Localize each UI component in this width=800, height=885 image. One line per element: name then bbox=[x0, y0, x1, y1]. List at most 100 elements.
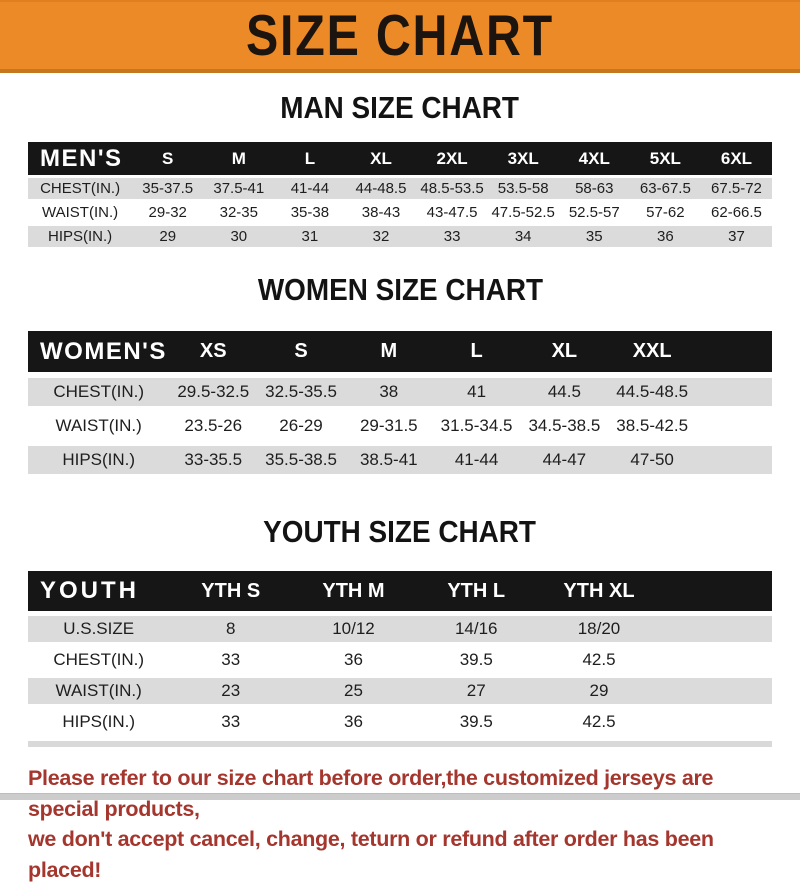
women-value-cell: 44-47 bbox=[520, 446, 609, 474]
men-value-cell: 62-66.5 bbox=[700, 202, 772, 223]
women-value-cell: 41 bbox=[432, 378, 521, 406]
women-row-label: HIPS(IN.) bbox=[28, 446, 170, 474]
men-corner-label: MEN'S bbox=[28, 142, 133, 175]
men-value-cell: 35 bbox=[558, 226, 630, 247]
men-value-cell: 33 bbox=[416, 226, 488, 247]
women-column-header: XL bbox=[520, 331, 609, 372]
men-value-cell: 52.5-57 bbox=[558, 202, 630, 223]
men-header-row: MEN'S S M L XL 2XL 3XL 4XL 5XL 6XL bbox=[28, 142, 772, 175]
men-size-table: MEN'S S M L XL 2XL 3XL 4XL 5XL 6XL CHEST(IN.) 35-37… bbox=[28, 139, 772, 250]
men-column-header: L bbox=[274, 142, 346, 175]
men-value-cell: 34 bbox=[487, 226, 559, 247]
women-value-cell: 29-31.5 bbox=[344, 412, 433, 440]
men-table-row: WAIST(IN.) 29-32 32-35 35-38 38-43 43-47.5 47.… bbox=[28, 202, 772, 223]
youth-header-row: YOUTH YTH S YTH M YTH L YTH XL bbox=[28, 571, 772, 611]
youth-value-cell: 42.5 bbox=[537, 709, 661, 735]
women-row-spacer bbox=[696, 412, 772, 440]
women-column-header: L bbox=[432, 331, 521, 372]
youth-value-cell: 27 bbox=[414, 678, 538, 704]
youth-column-header: YTH L bbox=[414, 571, 538, 611]
men-value-cell: 53.5-58 bbox=[487, 178, 559, 199]
men-value-cell: 32 bbox=[345, 226, 417, 247]
men-value-cell: 47.5-52.5 bbox=[487, 202, 559, 223]
banner: SIZE CHART bbox=[0, 0, 800, 73]
women-value-cell: 29.5-32.5 bbox=[169, 378, 258, 406]
women-size-table: WOMEN'S XS S M L XL XXL CHEST(IN.) 29.5-32.5 32.5… bbox=[28, 325, 772, 480]
youth-row-label: CHEST(IN.) bbox=[28, 647, 170, 673]
youth-value-cell: 33 bbox=[169, 647, 293, 673]
men-section-title: MAN SIZE CHART bbox=[0, 90, 800, 126]
bottom-divider bbox=[0, 793, 800, 800]
women-column-header: S bbox=[257, 331, 345, 372]
women-value-cell: 38.5-41 bbox=[344, 446, 433, 474]
youth-column-header: YTH M bbox=[292, 571, 415, 611]
men-section-title-text: MAN SIZE CHART bbox=[280, 90, 520, 125]
women-value-cell: 38.5-42.5 bbox=[608, 412, 697, 440]
women-corner-label: WOMEN'S bbox=[28, 331, 170, 372]
women-value-cell: 34.5-38.5 bbox=[520, 412, 609, 440]
youth-size-table: YOUTH YTH S YTH M YTH L YTH XL U.S.SIZE 8 10/12… bbox=[28, 566, 772, 740]
men-value-cell: 57-62 bbox=[629, 202, 701, 223]
women-table-row: HIPS(IN.) 33-35.5 35.5-38.5 38.5-41 41-44 44-… bbox=[28, 446, 772, 474]
men-value-cell: 32-35 bbox=[203, 202, 275, 223]
women-column-header: XXL bbox=[608, 331, 697, 372]
youth-value-cell: 14/16 bbox=[414, 616, 538, 642]
youth-row-label: WAIST(IN.) bbox=[28, 678, 170, 704]
men-table-row: CHEST(IN.) 35-37.5 37.5-41 41-44 44-48.5 48.5… bbox=[28, 178, 772, 199]
youth-section-title: YOUTH SIZE CHART bbox=[0, 514, 800, 550]
women-table-row: WAIST(IN.) 23.5-26 26-29 29-31.5 31.5-34.5 34… bbox=[28, 412, 772, 440]
men-value-cell: 43-47.5 bbox=[416, 202, 488, 223]
women-value-cell: 41-44 bbox=[432, 446, 521, 474]
women-value-cell: 35.5-38.5 bbox=[257, 446, 345, 474]
men-column-header: 4XL bbox=[558, 142, 630, 175]
youth-table-row: CHEST(IN.) 33 36 39.5 42.5 bbox=[28, 647, 772, 673]
youth-value-cell: 39.5 bbox=[414, 647, 538, 673]
youth-table-row: WAIST(IN.) 23 25 27 29 bbox=[28, 678, 772, 704]
youth-row-spacer bbox=[660, 647, 772, 673]
men-value-cell: 41-44 bbox=[274, 178, 346, 199]
women-header-spacer bbox=[696, 331, 772, 372]
women-value-cell: 26-29 bbox=[257, 412, 345, 440]
men-column-header: S bbox=[132, 142, 204, 175]
youth-table-row: U.S.SIZE 8 10/12 14/16 18/20 bbox=[28, 616, 772, 642]
men-row-label: WAIST(IN.) bbox=[28, 202, 133, 223]
footer-note: Please refer to our size chart before or… bbox=[28, 763, 772, 885]
men-column-header: 3XL bbox=[487, 142, 559, 175]
women-column-header: XS bbox=[169, 331, 258, 372]
youth-value-cell: 10/12 bbox=[292, 616, 415, 642]
men-value-cell: 29 bbox=[132, 226, 204, 247]
youth-table-row: HIPS(IN.) 33 36 39.5 42.5 bbox=[28, 709, 772, 735]
men-value-cell: 58-63 bbox=[558, 178, 630, 199]
youth-row-label: HIPS(IN.) bbox=[28, 709, 170, 735]
women-column-header: M bbox=[344, 331, 433, 372]
men-column-header: 6XL bbox=[700, 142, 772, 175]
men-value-cell: 67.5-72 bbox=[700, 178, 772, 199]
men-value-cell: 35-37.5 bbox=[132, 178, 204, 199]
men-column-header: 5XL bbox=[629, 142, 701, 175]
women-row-label: CHEST(IN.) bbox=[28, 378, 170, 406]
men-value-cell: 29-32 bbox=[132, 202, 204, 223]
women-value-cell: 31.5-34.5 bbox=[432, 412, 521, 440]
men-table-row: HIPS(IN.) 29 30 31 32 33 34 35 36 37 bbox=[28, 226, 772, 247]
women-value-cell: 32.5-35.5 bbox=[257, 378, 345, 406]
women-value-cell: 44.5-48.5 bbox=[608, 378, 697, 406]
men-row-label: HIPS(IN.) bbox=[28, 226, 133, 247]
men-value-cell: 37 bbox=[700, 226, 772, 247]
men-row-label: CHEST(IN.) bbox=[28, 178, 133, 199]
youth-value-cell: 25 bbox=[292, 678, 415, 704]
size-chart-content: MAN SIZE CHART MEN'S S M L XL 2XL 3XL 4XL 5XL 6XL… bbox=[0, 90, 800, 747]
youth-value-cell: 36 bbox=[292, 647, 415, 673]
women-table-row: CHEST(IN.) 29.5-32.5 32.5-35.5 38 41 44.5 44.5… bbox=[28, 378, 772, 406]
youth-value-cell: 29 bbox=[537, 678, 661, 704]
men-column-header: M bbox=[203, 142, 275, 175]
men-value-cell: 30 bbox=[203, 226, 275, 247]
men-value-cell: 37.5-41 bbox=[203, 178, 275, 199]
women-value-cell: 44.5 bbox=[520, 378, 609, 406]
men-value-cell: 63-67.5 bbox=[629, 178, 701, 199]
women-section-title: WOMEN SIZE CHART bbox=[0, 272, 800, 308]
women-row-spacer bbox=[696, 446, 772, 474]
men-value-cell: 38-43 bbox=[345, 202, 417, 223]
youth-value-cell: 33 bbox=[169, 709, 293, 735]
men-value-cell: 44-48.5 bbox=[345, 178, 417, 199]
men-value-cell: 36 bbox=[629, 226, 701, 247]
